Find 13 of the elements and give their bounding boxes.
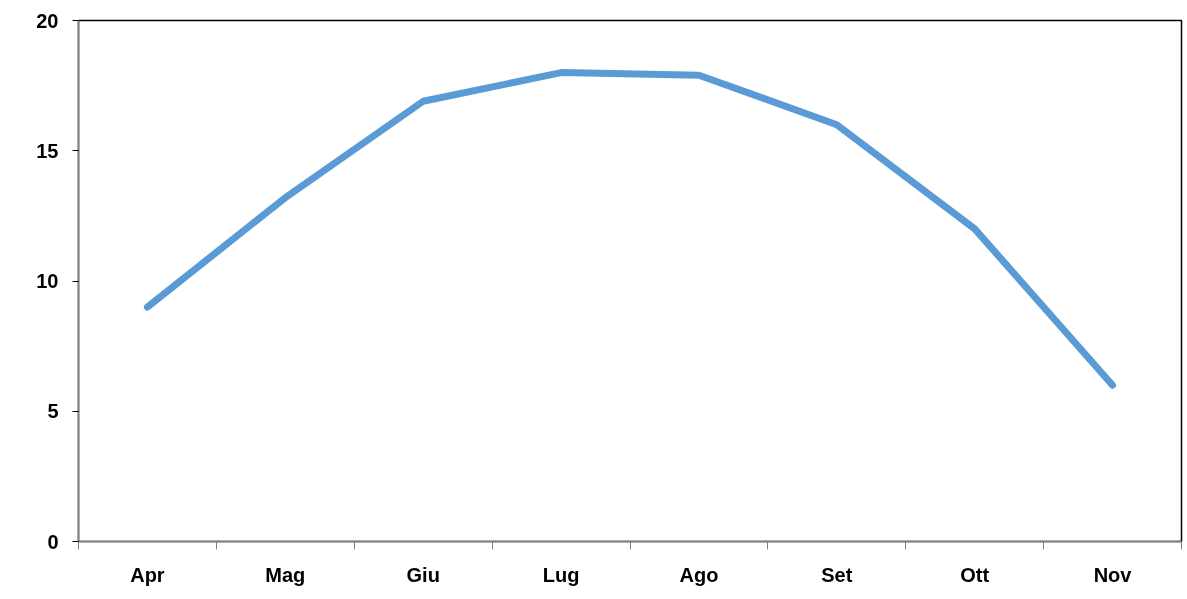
x-tick-label: Giu [406, 563, 440, 586]
x-tick-label: Set [821, 563, 853, 586]
x-tick-label: Nov [1093, 563, 1133, 586]
y-tick-label: 15 [36, 139, 59, 162]
x-tick-label: Mag [265, 563, 306, 586]
y-tick-label: 10 [36, 270, 59, 292]
y-tick-label: 20 [36, 9, 59, 32]
x-tick-label: Lug [542, 563, 580, 586]
y-tick-label: 0 [47, 530, 59, 553]
x-tick-label: Ott [960, 563, 990, 586]
x-tick-label: Ago [679, 563, 719, 586]
x-tick-label: Apr [130, 563, 165, 586]
y-tick-label: 5 [47, 400, 59, 423]
